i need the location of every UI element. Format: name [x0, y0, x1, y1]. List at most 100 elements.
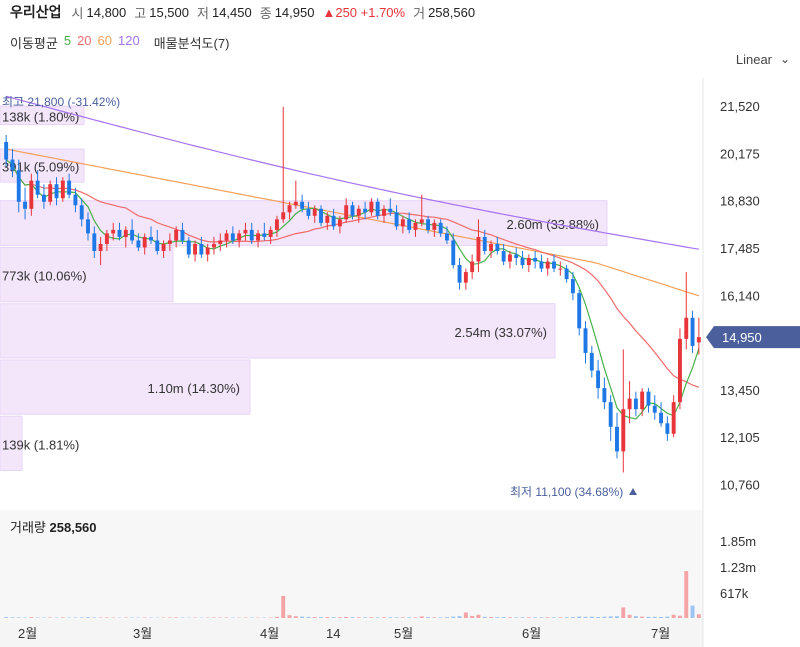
volume-bar	[583, 616, 588, 618]
volume-bar	[306, 616, 311, 618]
candle-body	[29, 180, 34, 209]
candle	[678, 328, 682, 410]
candle	[54, 177, 59, 206]
volume-bar	[4, 617, 9, 618]
ma60-legend[interactable]: 60	[97, 33, 113, 48]
candle	[457, 258, 462, 290]
candle	[501, 243, 506, 266]
candle	[344, 198, 349, 223]
candle-body	[111, 229, 116, 234]
candle	[167, 233, 172, 251]
candle	[652, 395, 657, 420]
candle-body	[142, 236, 147, 248]
candle	[400, 215, 405, 234]
candle-body	[243, 229, 248, 234]
volume-bar	[615, 616, 619, 618]
candle	[432, 219, 437, 237]
candle-body	[596, 370, 601, 389]
y-tick-label: 18,830	[720, 194, 760, 209]
volume-profile-bar	[0, 415, 23, 471]
volume-bar	[92, 617, 97, 618]
ma20-legend[interactable]: 20	[77, 33, 92, 48]
volume-profile-legend[interactable]: 매물분석도(7)	[153, 36, 230, 51]
scale-mode-selector[interactable]: Linear	[735, 52, 772, 67]
volume-bar	[690, 605, 695, 618]
candle-body	[98, 243, 103, 251]
candle-body	[558, 268, 563, 270]
candle-body	[319, 208, 323, 223]
volume-bar	[684, 571, 689, 618]
candle-body	[212, 243, 216, 248]
change-value: ▲250 +1.70%	[322, 4, 406, 20]
current-price-tag	[706, 326, 800, 349]
candle	[155, 229, 160, 255]
candle-body	[602, 388, 607, 403]
candle-body	[60, 180, 65, 199]
candle	[570, 272, 575, 301]
volume-bar	[363, 617, 368, 618]
volume-bar	[633, 616, 638, 618]
candle	[337, 215, 342, 234]
ma120-legend[interactable]: 120	[118, 33, 140, 48]
candle	[306, 201, 311, 220]
candle	[224, 229, 229, 248]
volume-bar	[419, 616, 424, 618]
x-tick-label: 2월	[18, 626, 37, 641]
min-marker-icon	[629, 488, 637, 495]
candle-body	[117, 229, 122, 237]
candle-body	[205, 247, 210, 255]
candle	[438, 219, 443, 237]
candle-body	[369, 201, 374, 213]
volume-bar	[104, 617, 109, 618]
volume-bar	[300, 616, 305, 618]
candle-body	[426, 219, 431, 230]
candle	[558, 261, 563, 276]
volume-bar	[426, 617, 431, 618]
candle-body	[652, 405, 657, 413]
volume-bar	[558, 617, 563, 618]
candle-body	[155, 240, 160, 251]
volume-bar	[646, 616, 651, 618]
candle	[174, 226, 179, 248]
volume-bar	[470, 615, 475, 618]
candle	[274, 215, 279, 237]
high-label: 고	[134, 5, 147, 21]
volume-bar	[476, 614, 481, 618]
candle-body	[671, 402, 676, 434]
ma-legend-label[interactable]: 이동평균	[10, 36, 58, 51]
candle-body	[678, 338, 682, 403]
candle	[86, 212, 90, 241]
candle-body	[16, 170, 21, 202]
candle-body	[67, 180, 72, 195]
volume-bar	[344, 616, 349, 618]
candle	[319, 205, 323, 227]
chevron-down-icon[interactable]: ⌄	[779, 52, 790, 66]
volume-bar	[394, 617, 399, 618]
candle-body	[520, 258, 525, 266]
candle-body	[287, 205, 292, 213]
ma5-legend[interactable]: 5	[63, 33, 72, 48]
min-price-label: 최저 11,100 (34.68%)	[510, 485, 623, 499]
candle-body	[23, 201, 27, 209]
candle	[382, 205, 386, 223]
candle-body	[312, 208, 317, 216]
candle-body	[167, 240, 172, 244]
candle	[325, 212, 330, 230]
y-tick-label: 12,105	[720, 430, 760, 445]
candle-body	[48, 184, 53, 202]
candle-body	[413, 222, 418, 230]
y-tick-label: 21,520	[720, 99, 760, 114]
candle	[48, 180, 53, 206]
candle-body	[86, 219, 90, 234]
candle	[507, 250, 512, 269]
candle	[23, 187, 27, 220]
candle	[193, 240, 198, 262]
volume-bar	[545, 617, 550, 618]
candle	[161, 240, 166, 259]
volume-bar	[388, 617, 393, 618]
volume-bar	[507, 617, 512, 618]
volume-bar	[325, 617, 330, 618]
volume-profile-label: 2.54m (33.07%)	[455, 325, 548, 340]
volume-bar	[552, 617, 556, 618]
